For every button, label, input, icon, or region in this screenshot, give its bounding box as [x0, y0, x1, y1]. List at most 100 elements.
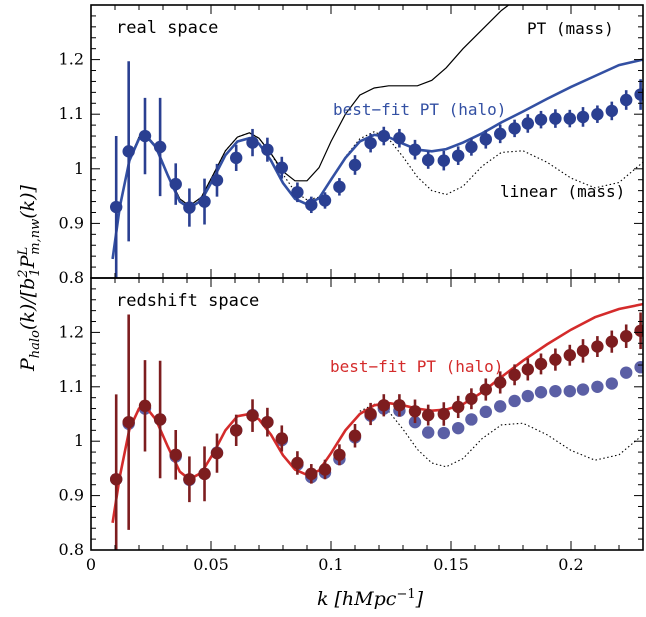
data-point-redshift — [348, 429, 362, 442]
data-point — [576, 110, 590, 124]
data-point-real-space — [465, 413, 478, 426]
data-point-redshift — [377, 399, 390, 412]
data-point-redshift — [620, 330, 633, 343]
data-point-redshift — [408, 405, 422, 418]
data-point — [465, 140, 478, 154]
y-tick-label: 1 — [74, 431, 84, 450]
panel-1-label: real space — [116, 18, 218, 38]
annotation-best-fit-pt-halo: best−fit PT (halo) — [333, 100, 506, 119]
data-point — [452, 149, 465, 162]
line-pt-mass — [112, 5, 510, 259]
data-point-redshift — [318, 463, 332, 476]
data-point — [153, 140, 167, 154]
data-point — [318, 194, 332, 207]
data-point-real-space — [576, 383, 590, 396]
x-tick-label: 0.1 — [318, 555, 343, 574]
data-point-redshift — [210, 446, 224, 460]
data-point — [508, 122, 521, 135]
data-point-redshift — [591, 340, 604, 353]
data-point-redshift — [576, 344, 590, 358]
data-point — [261, 143, 274, 156]
data-point-redshift — [122, 415, 135, 429]
data-point-redshift — [153, 413, 167, 426]
data-point-real-space — [549, 384, 562, 398]
data-point-redshift — [521, 363, 534, 376]
data-point — [534, 113, 548, 126]
data-point — [333, 180, 346, 194]
data-point — [591, 108, 604, 121]
data-point-redshift — [452, 400, 465, 414]
data-point — [549, 112, 562, 125]
data-point-redshift — [110, 473, 123, 486]
data-point-redshift — [549, 353, 562, 366]
data-point-redshift — [563, 349, 576, 362]
data-point-real-space — [494, 400, 507, 413]
y-tick-label: 1.1 — [59, 377, 84, 396]
data-point-redshift — [494, 376, 507, 389]
data-point-real-space — [591, 380, 604, 393]
data-point-redshift — [534, 357, 548, 371]
panel-1-plot-area — [110, 5, 643, 278]
y-axis-title: Phalo(k)/[b21PLm,nw(k)] — [16, 184, 43, 372]
data-point — [605, 104, 618, 118]
data-point-redshift — [422, 408, 435, 422]
data-point-redshift — [291, 456, 304, 470]
data-point — [169, 177, 182, 191]
data-point — [183, 201, 196, 214]
data-point — [393, 132, 406, 145]
data-point-redshift — [198, 467, 211, 481]
panel-2-frame — [90, 277, 644, 551]
line-best-fit-pt-halo — [111, 58, 643, 260]
data-point — [408, 143, 422, 156]
data-point-real-space — [634, 361, 643, 374]
data-point-real-space — [620, 366, 633, 379]
x-tick-label: 0.15 — [433, 555, 469, 574]
data-point-real-space — [605, 377, 618, 390]
data-point — [377, 129, 390, 143]
data-point-redshift — [437, 407, 450, 421]
data-point — [110, 200, 123, 214]
y-tick-label: 0.8 — [59, 268, 84, 287]
data-point-redshift — [634, 324, 643, 337]
data-point — [246, 136, 259, 149]
annotation-best-fit-pt-halo-redshift: best−fit PT (halo) — [330, 357, 503, 376]
data-point-redshift — [169, 448, 182, 461]
data-point — [122, 145, 135, 158]
data-point-redshift — [393, 399, 406, 412]
data-point-redshift — [261, 415, 274, 429]
data-point — [437, 154, 450, 167]
data-point — [620, 93, 633, 107]
annotation-pt-mass: PT (mass) — [527, 19, 614, 38]
y-tick-label: 0.9 — [59, 213, 84, 232]
data-point — [348, 158, 362, 172]
data-point — [422, 153, 435, 167]
annotation-linear-mass: linear (mass) — [500, 182, 625, 201]
data-point-real-space — [437, 426, 450, 440]
x-axis-title: k [hMpc−1] — [317, 587, 424, 610]
data-point-redshift — [275, 432, 288, 445]
data-point — [138, 129, 152, 143]
data-point-redshift — [479, 383, 492, 396]
y-tick-label: 1 — [74, 159, 84, 178]
data-point-redshift — [508, 368, 521, 382]
y-tick-label: 1.1 — [59, 104, 84, 123]
x-tick-label: 0.2 — [558, 555, 583, 574]
data-point-real-space — [422, 426, 435, 439]
data-point-real-space — [521, 389, 534, 403]
data-point-redshift — [183, 473, 196, 486]
data-point — [230, 151, 243, 165]
data-point-redshift — [246, 409, 259, 422]
data-point-real-space — [479, 405, 492, 419]
data-point-redshift — [138, 399, 152, 413]
line-best-fit-pt-halo-redshift — [111, 302, 643, 524]
data-point-real-space — [534, 386, 548, 399]
y-tick-label: 1.2 — [59, 50, 84, 69]
data-point — [210, 174, 224, 187]
data-point — [494, 127, 507, 141]
data-point-redshift — [605, 335, 618, 348]
data-point — [275, 161, 288, 174]
x-tick-label: 0.05 — [193, 555, 229, 574]
panel-2-label: redshift space — [116, 291, 259, 311]
